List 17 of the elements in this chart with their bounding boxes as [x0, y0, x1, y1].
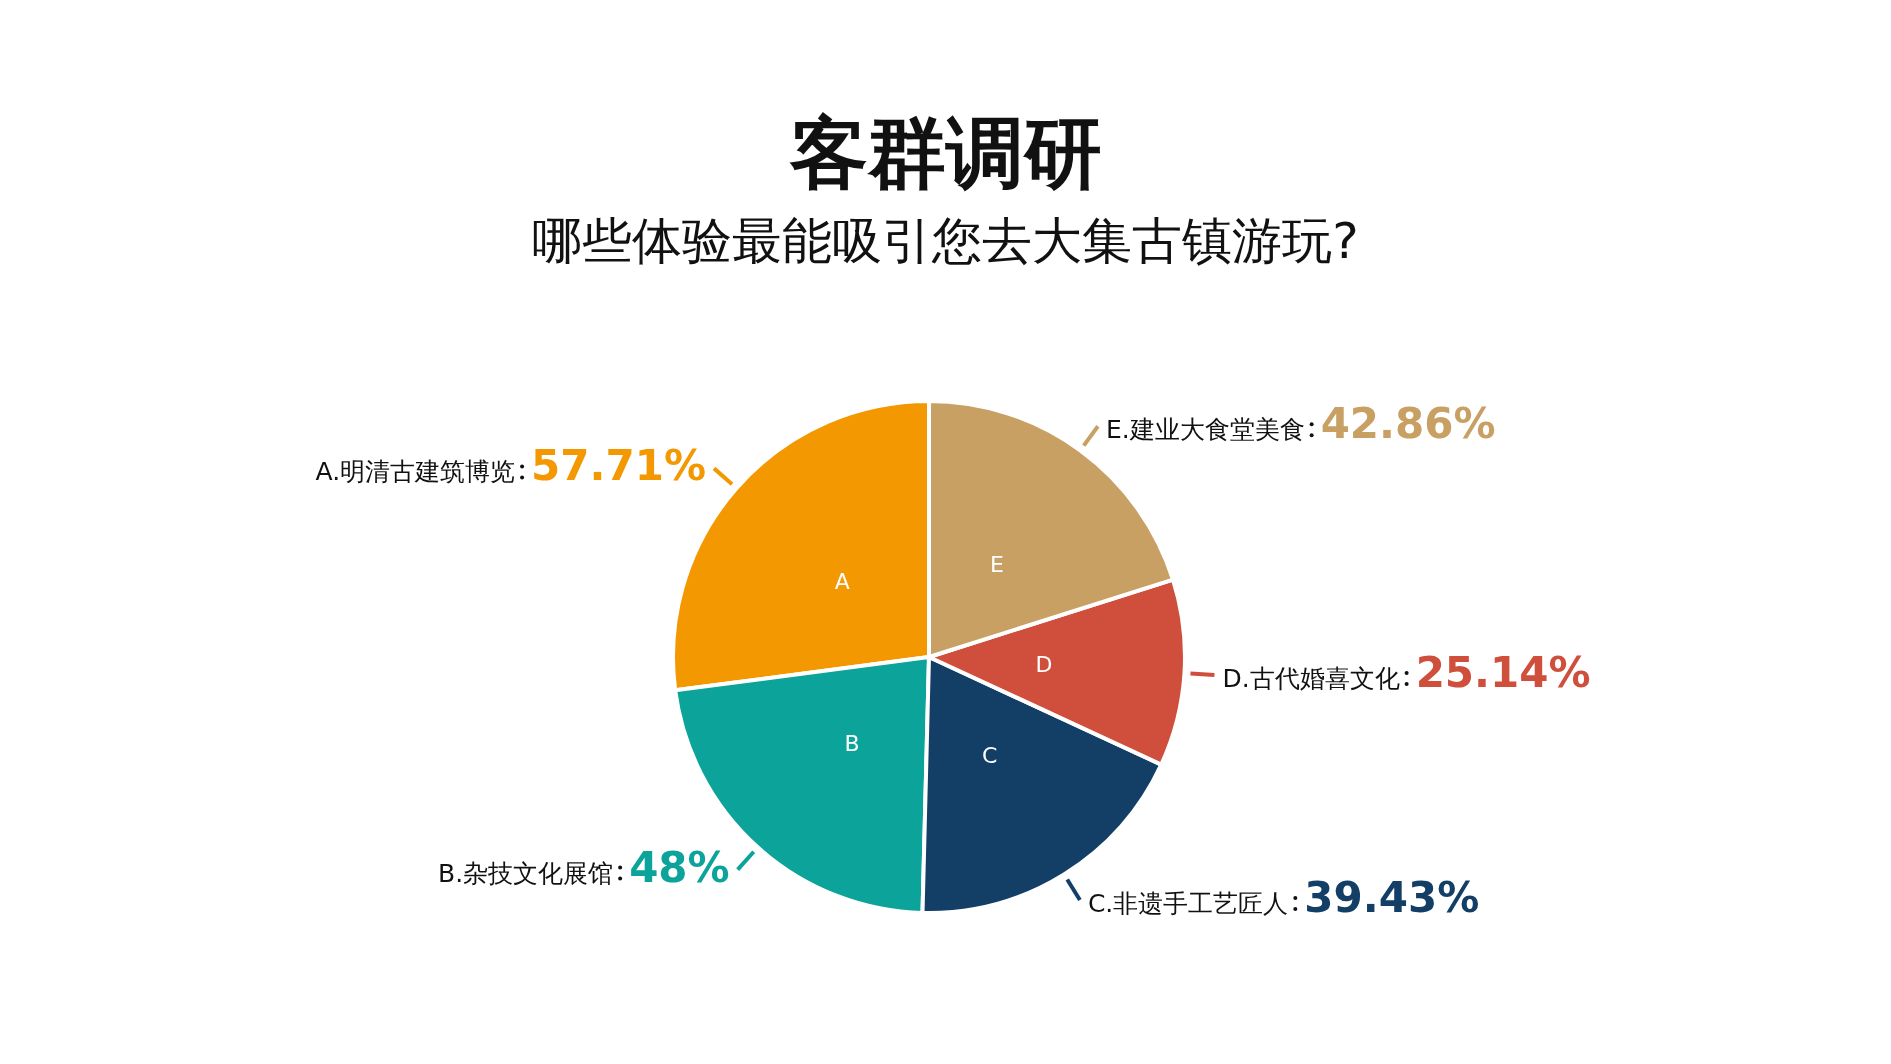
data-label: 57.71%: [531, 441, 707, 491]
chart-title: 客群调研: [788, 108, 1102, 198]
text: B: [844, 730, 860, 756]
slice-label: D.古代婚喜文化: [1222, 664, 1400, 694]
text: D: [1035, 652, 1053, 678]
data-label: 39.43%: [1304, 872, 1480, 922]
data-label: 42.86%: [1320, 399, 1496, 449]
chart-subtitle: 哪些体验最能吸引您去大集古镇游玩?: [532, 212, 1359, 270]
data-label: 48%: [629, 842, 730, 892]
slice-label: E.建业大食堂美食: [1105, 415, 1305, 445]
text: A: [834, 569, 850, 595]
data-label: 25.14%: [1415, 648, 1591, 698]
slice-label: A.明清古建筑博览: [315, 457, 516, 487]
slice-label: C.非遗手工艺匠人: [1087, 888, 1289, 918]
text: E: [990, 552, 1004, 578]
slice-label: B.杂技文化展馆: [438, 858, 614, 888]
text: C: [982, 742, 998, 768]
